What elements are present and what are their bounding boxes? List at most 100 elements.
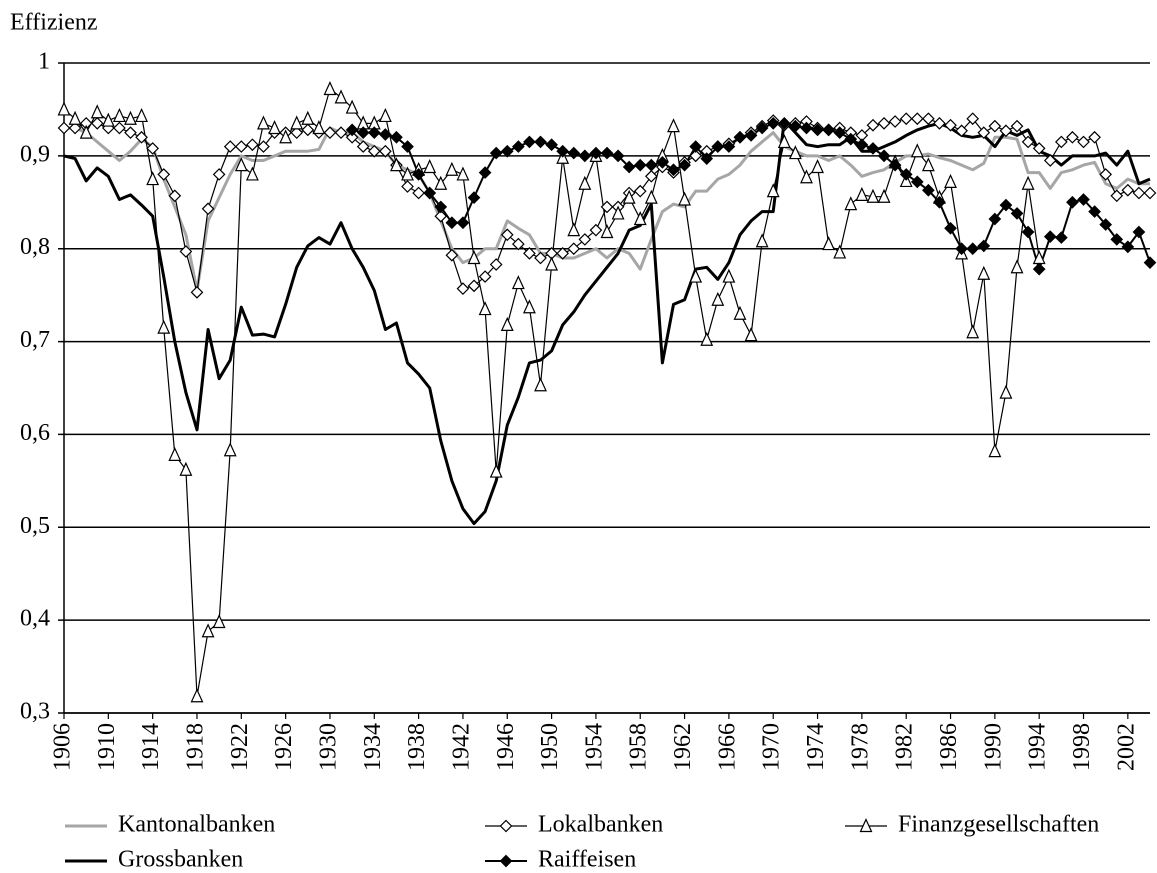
data-point — [1032, 142, 1046, 155]
data-point — [1021, 175, 1035, 190]
data-point — [545, 256, 559, 271]
series-line — [63, 88, 1040, 697]
data-point — [644, 169, 658, 183]
data-point — [146, 171, 160, 186]
data-point — [600, 200, 614, 214]
data-point — [955, 242, 968, 256]
data-point — [1110, 233, 1124, 246]
data-point — [456, 282, 470, 295]
series-line — [64, 126, 1150, 292]
y-tick-label: 1 — [38, 49, 50, 75]
data-point — [855, 186, 869, 201]
data-point — [1099, 218, 1113, 231]
data-point — [689, 149, 703, 163]
data-point — [356, 140, 370, 153]
data-point — [345, 99, 359, 114]
data-point — [1043, 230, 1057, 243]
data-point — [511, 275, 525, 290]
data-point — [999, 384, 1013, 399]
data-point — [944, 173, 957, 188]
data-point — [367, 126, 381, 139]
x-tick-label: 1918 — [182, 723, 208, 771]
x-tick-label: 1986 — [936, 723, 962, 771]
data-point — [489, 463, 503, 478]
data-point — [201, 623, 215, 638]
data-point — [999, 124, 1013, 138]
y-tick-label: 0,9 — [20, 141, 50, 167]
data-point — [478, 166, 492, 179]
data-point — [279, 129, 293, 144]
data-point — [766, 183, 780, 198]
data-point — [966, 242, 980, 256]
data-point — [733, 305, 747, 320]
data-point — [1110, 189, 1124, 203]
x-tick-label: 1954 — [581, 723, 607, 771]
data-point — [1054, 231, 1068, 244]
data-point — [456, 166, 470, 181]
data-point — [511, 237, 525, 251]
x-tick-label: 1966 — [714, 723, 740, 771]
data-point — [1143, 186, 1157, 200]
data-point — [1088, 205, 1101, 218]
data-point — [844, 196, 858, 211]
data-point — [733, 130, 747, 144]
data-point — [168, 446, 182, 461]
data-point — [522, 299, 536, 314]
data-point — [500, 144, 514, 158]
data-point — [135, 130, 148, 144]
data-point — [689, 268, 703, 283]
data-point — [877, 149, 891, 163]
data-point — [578, 149, 592, 163]
data-point — [855, 138, 869, 152]
data-point — [246, 138, 259, 152]
data-point — [1054, 135, 1068, 149]
data-point — [844, 132, 858, 146]
data-point — [644, 189, 658, 204]
data-point — [977, 265, 991, 280]
data-point — [944, 221, 957, 235]
data-point — [722, 268, 736, 283]
data-point — [90, 117, 104, 130]
data-point — [179, 245, 193, 258]
data-point — [124, 110, 137, 125]
data-point — [334, 89, 348, 104]
data-point — [667, 118, 680, 133]
data-point — [678, 158, 691, 172]
data-point — [789, 119, 802, 133]
data-point — [412, 186, 425, 200]
data-point — [567, 242, 581, 256]
data-point — [312, 120, 326, 135]
data-point — [489, 258, 503, 271]
data-point — [301, 110, 315, 125]
data-point — [977, 239, 991, 253]
data-point — [257, 140, 270, 153]
x-tick-label: 1994 — [1025, 723, 1051, 771]
data-point — [545, 138, 558, 152]
data-point — [223, 442, 237, 457]
data-point — [234, 140, 248, 153]
data-point — [445, 161, 459, 176]
x-tick-label: 1990 — [980, 723, 1006, 771]
data-point — [910, 175, 924, 189]
data-point — [113, 121, 126, 135]
legend-label: Finanzgesellschaften — [898, 812, 1099, 838]
data-point — [988, 443, 1002, 458]
data-point — [112, 107, 126, 123]
data-point — [667, 163, 680, 177]
x-tick-label: 1910 — [94, 723, 120, 771]
data-point — [877, 117, 891, 130]
data-point — [1021, 135, 1035, 149]
data-point — [534, 135, 547, 149]
data-point — [866, 118, 880, 132]
data-point — [345, 130, 359, 144]
x-tick-label: 1922 — [227, 723, 253, 771]
data-point — [157, 168, 171, 181]
data-point — [700, 331, 714, 346]
data-point — [567, 146, 581, 160]
x-tick-label: 1930 — [315, 723, 341, 771]
data-point — [910, 143, 924, 158]
data-point — [755, 121, 769, 135]
series-line — [63, 119, 1151, 526]
data-point — [146, 142, 160, 155]
